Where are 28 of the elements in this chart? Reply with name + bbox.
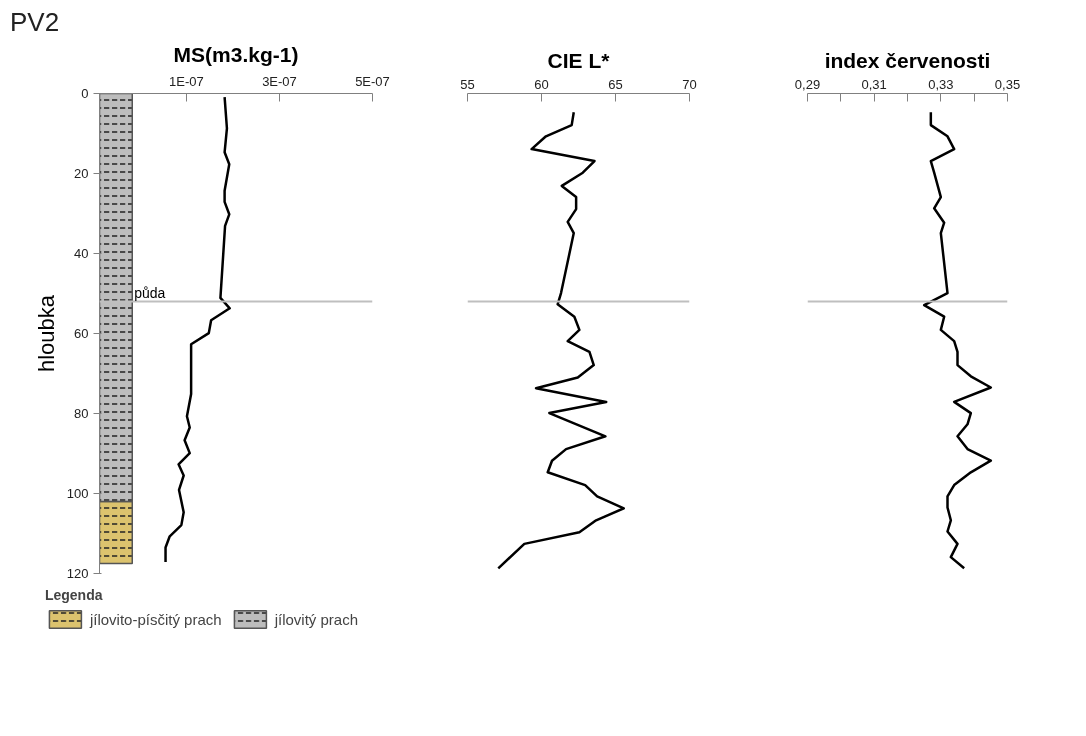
x-tick-label: 60	[534, 76, 549, 92]
legend-label: jílovitý prach	[274, 610, 358, 628]
x-tick-label: 70	[682, 76, 697, 92]
y-tick-label: 20	[74, 166, 89, 181]
x-axis-title: index červenosti	[824, 48, 991, 72]
x-tick-label: 0,33	[928, 76, 954, 92]
y-tick-label: 40	[74, 246, 89, 261]
x-tick-label: 65	[608, 76, 623, 92]
x-tick-label: 5E-07	[355, 73, 390, 89]
legend-title: Legenda	[44, 587, 104, 603]
y-tick-label: 100	[66, 486, 89, 501]
x-tick-label: 0,31	[861, 76, 887, 92]
chart-title: PV2	[10, 6, 60, 39]
y-axis-title: hloubka	[33, 294, 59, 373]
x-tick-label: 0,29	[794, 76, 821, 92]
x-tick-label: 55	[460, 76, 475, 92]
x-axis-title: CIE L*	[547, 48, 611, 72]
x-axis-title: MS(m3.kg-1)	[173, 42, 299, 66]
y-tick-label: 60	[74, 326, 89, 341]
x-tick-label: 3E-07	[262, 73, 297, 89]
legend-label: jílovito-písčitý prach	[89, 610, 222, 628]
y-tick-label: 0	[81, 86, 89, 101]
line-series	[164, 95, 231, 564]
x-tick-label: 1E-07	[169, 73, 204, 89]
y-tick-label: 120	[66, 566, 89, 581]
y-tick-label: 80	[74, 406, 89, 421]
x-tick-label: 0,35	[994, 76, 1021, 92]
ref-line-label: půda	[134, 284, 166, 301]
